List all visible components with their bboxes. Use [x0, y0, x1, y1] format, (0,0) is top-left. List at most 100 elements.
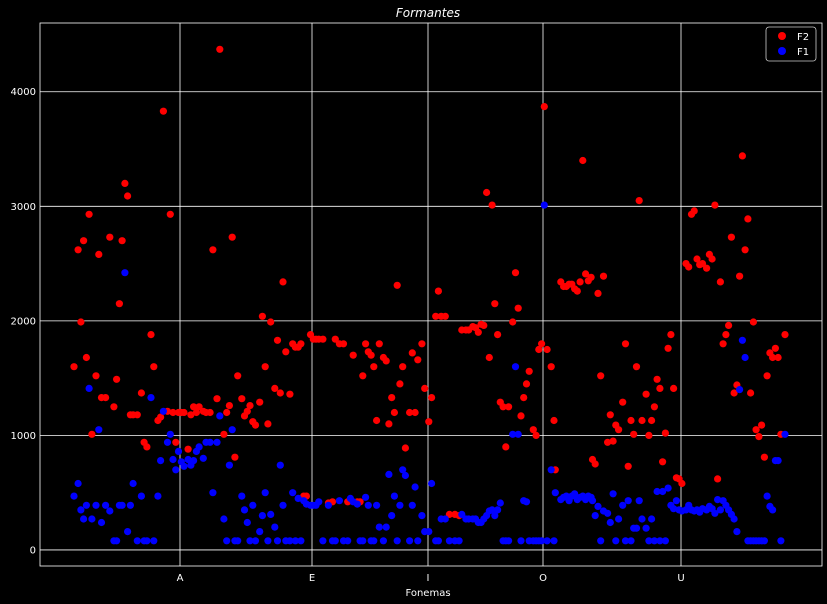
point-f2-225 [755, 433, 763, 441]
point-f1-11 [106, 507, 114, 515]
point-f2-95 [370, 363, 378, 371]
point-f2-80 [319, 335, 327, 343]
point-f2-228 [763, 372, 771, 380]
point-f1-191 [659, 487, 667, 496]
point-f1-99 [382, 523, 390, 531]
point-f2-161 [573, 287, 581, 295]
point-f2-112 [421, 384, 429, 392]
point-f2-36 [184, 445, 192, 453]
point-f1-142 [517, 537, 525, 545]
point-f1-16 [121, 269, 129, 277]
point-f2-176 [615, 426, 623, 434]
point-f1-174 [609, 490, 617, 498]
point-f2-96 [373, 416, 381, 425]
tick-labels: A E I O U 0 1000 2000 3000 4000 [11, 87, 685, 584]
point-f1-45 [213, 438, 221, 446]
point-f2-3 [80, 237, 88, 245]
point-f2-38 [190, 403, 198, 411]
point-f2-43 [206, 408, 214, 417]
point-f2-214 [725, 321, 733, 329]
point-f1-108 [408, 501, 416, 509]
point-f2-49 [225, 402, 233, 410]
point-f2-139 [509, 318, 517, 326]
point-f1-60 [258, 511, 266, 520]
point-f1-139 [509, 430, 517, 438]
point-f2-66 [276, 389, 284, 397]
point-f1-28 [159, 407, 167, 415]
point-f2-40 [195, 403, 203, 411]
point-f1-54 [240, 506, 249, 514]
point-f1-55 [243, 518, 251, 527]
point-f2-119 [445, 510, 453, 518]
point-f1-80 [319, 537, 327, 545]
point-f1-84 [335, 497, 343, 505]
point-f2-92 [362, 340, 370, 348]
point-f2-4 [82, 353, 90, 362]
point-f2-232 [774, 353, 782, 362]
point-f1-151 [543, 537, 551, 545]
point-f1-83 [331, 537, 339, 545]
point-f1-220 [741, 353, 749, 362]
point-f1-219 [738, 336, 747, 344]
point-f1-122 [458, 510, 466, 518]
point-f1-227 [760, 537, 769, 545]
point-f1-36 [184, 455, 192, 464]
point-f2-190 [656, 384, 664, 392]
point-f1-0 [70, 492, 78, 500]
point-f2-97 [375, 340, 383, 348]
point-f2-21 [137, 389, 145, 397]
point-f1-92 [362, 493, 370, 501]
point-f1-15 [118, 501, 126, 509]
point-f1-104 [396, 501, 404, 509]
point-f2-144 [522, 380, 531, 388]
point-f2-46 [216, 45, 224, 53]
point-f2-134 [494, 331, 502, 339]
point-f2-69 [286, 390, 294, 398]
point-f2-215 [727, 233, 736, 241]
point-f1-144 [522, 498, 531, 506]
point-f2-138 [505, 403, 513, 411]
point-f2-61 [261, 363, 269, 371]
point-f2-5 [85, 210, 93, 218]
point-f2-16 [121, 179, 129, 187]
point-f2-63 [267, 318, 275, 326]
point-f2-140 [511, 269, 520, 277]
point-f1-141 [514, 430, 522, 438]
point-f1-58 [251, 537, 260, 545]
point-f1-38 [190, 457, 198, 465]
point-f1-178 [621, 537, 630, 545]
point-f2-12 [110, 403, 118, 411]
point-f1-175 [612, 537, 620, 545]
point-f1-44 [209, 489, 217, 497]
point-f2-52 [234, 372, 242, 380]
point-f2-153 [550, 416, 558, 425]
point-f2-173 [606, 411, 614, 419]
point-f1-41 [199, 454, 207, 462]
point-f2-146 [529, 426, 537, 434]
point-f2-192 [661, 429, 670, 437]
point-f1-70 [289, 489, 297, 497]
point-f1-29 [163, 438, 172, 446]
point-f1-189 [653, 487, 661, 496]
point-f2-234 [781, 331, 789, 339]
point-f2-166 [587, 273, 595, 281]
point-f1-133 [491, 511, 499, 520]
point-f2-178 [621, 340, 630, 348]
point-f1-177 [619, 501, 627, 509]
point-f2-113 [425, 418, 433, 426]
point-f1-217 [733, 528, 741, 536]
point-f1-192 [661, 537, 670, 545]
point-f2-59 [256, 398, 264, 406]
point-f2-7 [92, 372, 100, 380]
point-f2-110 [414, 356, 422, 364]
legend-marker-f2 [778, 32, 786, 40]
point-f2-39 [192, 408, 200, 417]
point-f1-97 [375, 523, 383, 531]
point-f1-101 [388, 511, 396, 520]
point-f1-47 [220, 515, 228, 523]
point-f1-49 [225, 461, 233, 469]
point-f1-63 [267, 510, 275, 518]
point-f2-115 [432, 312, 440, 320]
point-f1-103 [393, 537, 401, 545]
